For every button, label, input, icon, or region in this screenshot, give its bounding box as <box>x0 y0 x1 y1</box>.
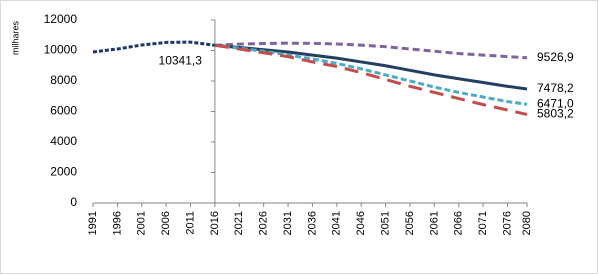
x-tick-label: 2076 <box>501 211 513 235</box>
x-tick-label: 2051 <box>379 211 391 235</box>
x-tick-label: 1991 <box>87 211 99 235</box>
x-tick-label: 2061 <box>428 211 440 235</box>
y-tick-label: 4000 <box>50 134 77 148</box>
value-label: 10341,3 <box>159 53 203 67</box>
series-line <box>214 41 528 60</box>
value-label: 7478,2 <box>537 81 574 95</box>
y-tick-label: 10000 <box>44 43 78 57</box>
x-tick-label: 2041 <box>331 211 343 235</box>
series-line <box>92 40 216 54</box>
x-tick-label: 2031 <box>282 211 294 235</box>
value-label: 5803,2 <box>537 107 574 121</box>
x-tick-label: 2021 <box>233 211 245 235</box>
x-tick-label: 1996 <box>111 211 123 235</box>
x-tick-label: 2046 <box>355 211 367 235</box>
value-label: 9526,9 <box>537 50 574 64</box>
x-tick-label: 2011 <box>184 211 196 235</box>
x-tick-label: 2001 <box>136 211 148 235</box>
y-axis-label: milhares <box>10 20 20 55</box>
y-tick-label: 2000 <box>50 165 77 179</box>
y-tick-label: 8000 <box>50 73 77 87</box>
x-tick-label: 2071 <box>477 211 489 235</box>
x-tick-label: 2056 <box>404 211 416 235</box>
x-tick-label: 2026 <box>258 211 270 235</box>
x-tick-label: 2066 <box>453 211 465 235</box>
x-tick-label: 2080 <box>521 211 533 235</box>
x-tick-label: 2036 <box>306 211 318 235</box>
value-label: 6471,0 <box>537 96 574 110</box>
y-tick-label: 6000 <box>50 104 77 118</box>
y-tick-label: 0 <box>70 195 77 209</box>
x-tick-label: 2016 <box>209 211 221 235</box>
series-line <box>214 43 528 116</box>
x-tick-label: 2006 <box>160 211 172 235</box>
y-tick-label: 12000 <box>44 12 78 26</box>
series-line <box>214 43 528 91</box>
